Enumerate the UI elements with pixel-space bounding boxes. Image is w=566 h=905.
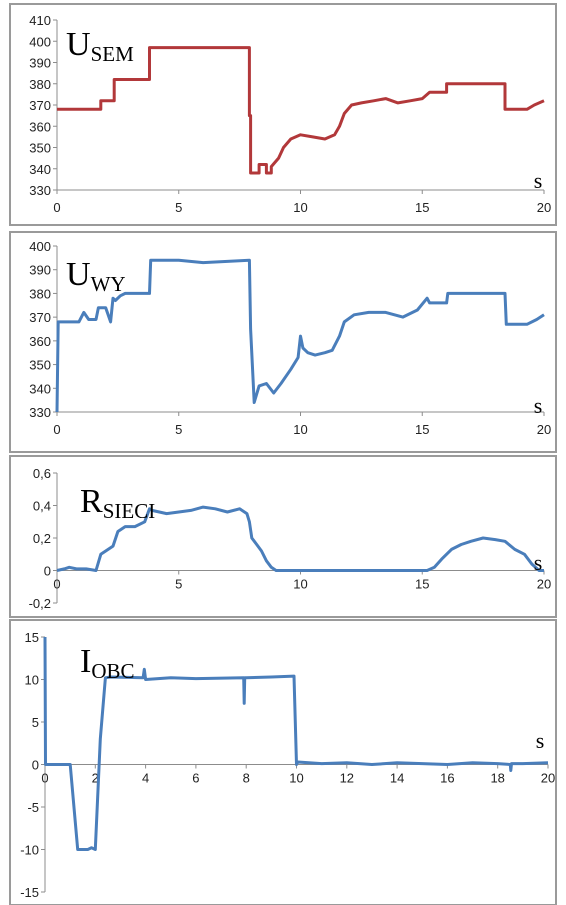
x-tick-label: 0: [41, 771, 48, 786]
chart-title-subscript: WY: [91, 272, 126, 296]
y-tick-label: -10: [20, 843, 39, 858]
x-tick-label: 5: [175, 200, 182, 215]
y-tick-label: 400: [29, 34, 51, 49]
chart-title-subscript: SIECI: [103, 499, 156, 523]
x-tick-label: 20: [537, 422, 551, 437]
y-tick-label: 410: [29, 13, 51, 28]
x-unit-label: s: [534, 550, 543, 575]
panel-border: [9, 3, 557, 226]
chart-panel-1: 330 340 350 360 370 380 390 400 410 0 5 10 15 20 USEM s: [9, 3, 557, 226]
y-tick-label: 350: [29, 358, 51, 373]
y-tick-label: 330: [29, 183, 51, 198]
y-tick-label: 370: [29, 310, 51, 325]
x-unit-label: s: [534, 168, 543, 193]
x-tick-label: 2: [92, 771, 99, 786]
x-tick-label: 5: [175, 422, 182, 437]
x-tick-label: 20: [541, 771, 555, 786]
series-line: [56, 505, 544, 572]
y-tick-label: 400: [29, 239, 51, 254]
x-tick-label: 20: [537, 200, 551, 215]
x-tick-label: 14: [390, 771, 404, 786]
chart-title: UWY: [66, 256, 126, 296]
series-line: [55, 258, 545, 413]
y-tick-label: 0,4: [33, 499, 51, 514]
y-tick-label: 370: [29, 98, 51, 113]
chart-panel-2: 330 340 350 360 370 380 390 400 0 5 10 15 20 UWY s: [9, 231, 557, 453]
x-tick-label: 15: [415, 577, 429, 592]
y-tick-label: 360: [29, 334, 51, 349]
chart-title-subscript: SEM: [91, 42, 135, 66]
chart-title-subscript: OBC: [91, 659, 134, 683]
y-tick-label: 340: [29, 162, 51, 177]
x-tick-label: 0: [53, 577, 60, 592]
chart-title-main: U: [66, 26, 91, 63]
chart-title: IOBC: [80, 643, 135, 683]
panel-border: [9, 455, 557, 618]
y-tick-label: 380: [29, 77, 51, 92]
x-tick-label: 10: [293, 577, 307, 592]
x-tick-label: 20: [537, 577, 551, 592]
x-tick-label: 10: [293, 422, 307, 437]
x-tick-label: 18: [490, 771, 504, 786]
y-tick-label: 15: [25, 630, 39, 645]
x-tick-label: 10: [289, 771, 303, 786]
x-tick-label: 15: [415, 422, 429, 437]
chart-title-main: R: [80, 483, 103, 520]
x-tick-label: 16: [440, 771, 454, 786]
panel-border: [9, 619, 557, 905]
y-tick-label: 330: [29, 405, 51, 420]
x-tick-label: 6: [192, 771, 199, 786]
y-tick-label: 360: [29, 119, 51, 134]
y-tick-label: 380: [29, 286, 51, 301]
y-tick-label: 0,2: [33, 531, 51, 546]
y-tick-label: 0: [44, 564, 51, 579]
y-tick-label: 10: [25, 673, 39, 688]
chart-title: RSIECI: [80, 483, 155, 523]
x-tick-label: 10: [293, 200, 307, 215]
y-tick-label: -5: [27, 800, 39, 815]
chart-title-main: U: [66, 256, 91, 293]
x-tick-label: 5: [175, 577, 182, 592]
y-tick-label: -0,2: [29, 596, 51, 611]
y-tick-label: 5: [32, 715, 39, 730]
x-unit-label: s: [536, 728, 545, 753]
x-tick-label: 4: [142, 771, 149, 786]
chart-title: USEM: [66, 26, 134, 66]
x-tick-label: 15: [415, 200, 429, 215]
y-tick-label: 390: [29, 56, 51, 71]
chart-title-main: I: [80, 643, 91, 680]
y-tick-label: 340: [29, 381, 51, 396]
y-tick-label: -15: [20, 885, 39, 900]
x-tick-label: 0: [53, 200, 60, 215]
x-tick-label: 0: [53, 422, 60, 437]
series-line: [57, 46, 545, 175]
x-tick-label: 8: [243, 771, 250, 786]
y-tick-label: 390: [29, 263, 51, 278]
panel-border: [9, 231, 557, 453]
x-tick-label: 12: [340, 771, 354, 786]
y-tick-label: 350: [29, 141, 51, 156]
x-unit-label: s: [534, 393, 543, 418]
y-tick-label: 0,6: [33, 466, 51, 481]
series-line: [43, 636, 549, 851]
y-tick-label: 0: [32, 758, 39, 773]
